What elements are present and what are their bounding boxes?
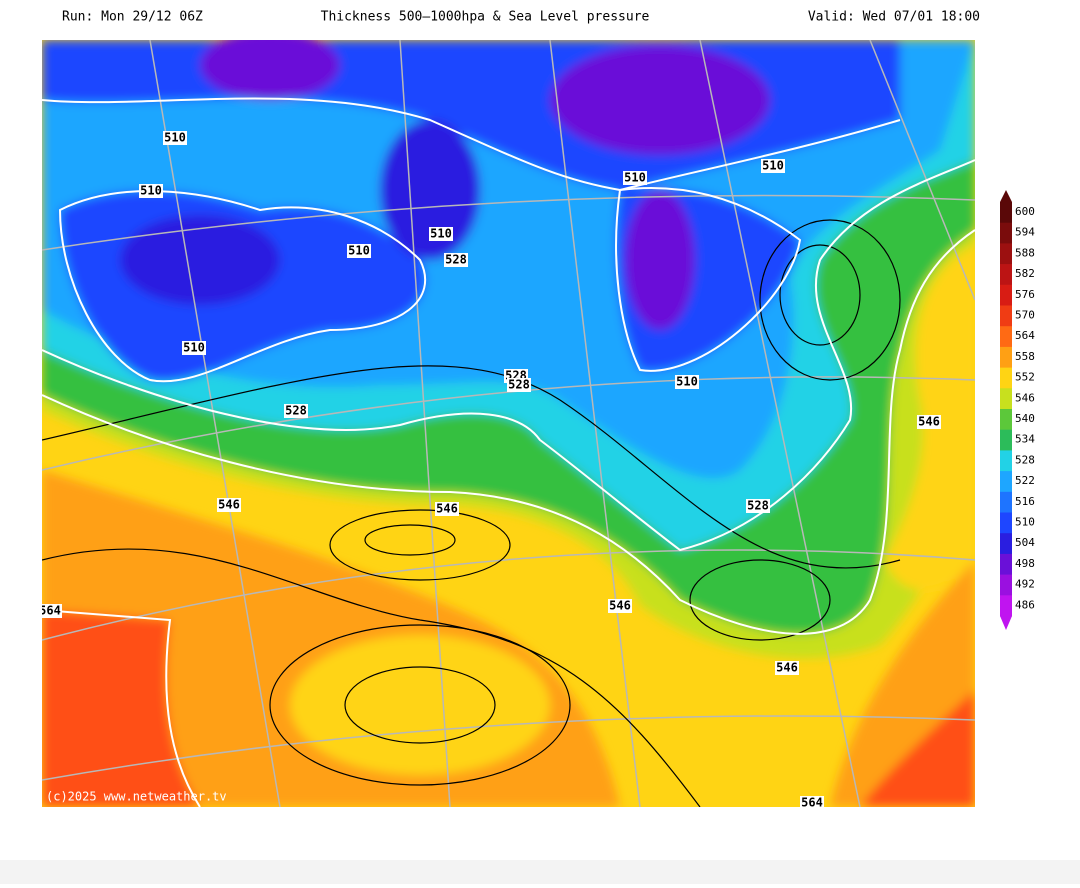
bottom-bar (0, 860, 1080, 884)
contour-label-box (182, 341, 206, 355)
contour-label-box (435, 502, 459, 516)
legend-swatch (1000, 284, 1012, 306)
contour-label: 546 (609, 599, 631, 613)
legend-swatch (1000, 305, 1012, 327)
contour-label-box (507, 378, 531, 392)
contour-label-box (608, 599, 632, 613)
legend-cap (1000, 190, 1012, 202)
contour-label: 528 (508, 378, 530, 392)
contour-label-box (429, 227, 453, 241)
legend-label: 528 (1015, 453, 1035, 466)
legend-label: 582 (1015, 267, 1035, 280)
contour-label-box (761, 159, 785, 173)
legend-swatch (1000, 595, 1012, 617)
legend-swatch (1000, 388, 1012, 410)
legend-swatch (1000, 346, 1012, 369)
contour-label: 528 (445, 253, 467, 267)
legend-label: 498 (1015, 557, 1035, 570)
legend-swatch (1000, 222, 1012, 244)
legend-label: 504 (1015, 536, 1035, 549)
legend-label: 486 (1015, 598, 1035, 611)
contour-label-box (775, 661, 799, 675)
legend-label: 576 (1015, 288, 1035, 301)
contour-label-box (163, 131, 187, 145)
legend-swatch (1000, 326, 1012, 348)
contour-label-box (284, 404, 308, 418)
thickness-lines (42, 97, 975, 807)
contour-label: 564 (801, 796, 823, 810)
contour-label: 510 (624, 171, 646, 185)
legend: 600 594 588 582 576 570 564 558 552 546 540 534 528 5… (1000, 190, 1035, 630)
legend-swatch (1000, 471, 1012, 493)
legend-label: 534 (1015, 433, 1035, 446)
legend-swatch (1000, 512, 1012, 534)
contour-label-box (42, 604, 62, 618)
legend-label: 546 (1015, 391, 1035, 404)
legend-swatch (1000, 409, 1012, 431)
legend-label: 588 (1015, 246, 1035, 259)
contour-label-box (623, 171, 647, 185)
run-label: Run: Mon 29/12 06Z (62, 10, 203, 25)
legend-label: 510 (1015, 516, 1035, 529)
legend-swatch (1000, 491, 1012, 513)
map: 510 510 510 510 528 510 528 528 528 510 510 510 546 5… (39, 40, 975, 810)
legend-swatch (1000, 553, 1012, 576)
legend-swatch (1000, 202, 1012, 224)
contour-label: 510 (164, 131, 186, 145)
contour-label-box (444, 253, 468, 267)
legend-label: 594 (1015, 226, 1035, 239)
credit: (c)2025 www.netweather.tv (46, 790, 227, 804)
legend-label: 540 (1015, 412, 1035, 425)
contour-label: 510 (140, 184, 162, 198)
legend-label: 600 (1015, 205, 1035, 218)
legend-cap (1000, 616, 1012, 630)
contour-label: 510 (676, 375, 698, 389)
legend-label: 522 (1015, 474, 1035, 487)
contour-label: 546 (776, 661, 798, 675)
contour-label: 546 (436, 502, 458, 516)
contour-label: 510 (348, 244, 370, 258)
contour-label: 510 (430, 227, 452, 241)
legend-label: 552 (1015, 371, 1035, 384)
contour-label-box (917, 415, 941, 429)
contour-label-box (347, 244, 371, 258)
contour-label-box (217, 498, 241, 512)
contour-label-box (139, 184, 163, 198)
map-title: Thickness 500–1000hpa & Sea Level pressu… (321, 10, 650, 25)
legend-swatch (1000, 429, 1012, 451)
graticule (42, 40, 975, 807)
contour-label: 546 (218, 498, 240, 512)
contour-label-box (675, 375, 699, 389)
legend-swatch (1000, 367, 1012, 389)
legend-swatch (1000, 264, 1012, 286)
contour-label-box (746, 499, 770, 513)
contour-label: 510 (762, 159, 784, 173)
legend-label: 492 (1015, 578, 1035, 591)
contour-label: 528 (747, 499, 769, 513)
valid-label: Valid: Wed 07/01 18:00 (808, 10, 980, 25)
legend-label: 558 (1015, 350, 1035, 363)
contour-label: 564 (39, 604, 61, 618)
legend-swatch (1000, 243, 1012, 265)
contour-label: 546 (918, 415, 940, 429)
legend-swatch (1000, 533, 1012, 555)
contour-label: 510 (183, 341, 205, 355)
contour-label-box (800, 796, 824, 807)
isobars (42, 219, 901, 807)
contour-label: 528 (285, 404, 307, 418)
legend-label: 516 (1015, 495, 1035, 508)
legend-label: 570 (1015, 309, 1035, 322)
legend-label: 564 (1015, 329, 1035, 342)
legend-swatch (1000, 574, 1012, 596)
legend-swatch (1000, 450, 1012, 472)
